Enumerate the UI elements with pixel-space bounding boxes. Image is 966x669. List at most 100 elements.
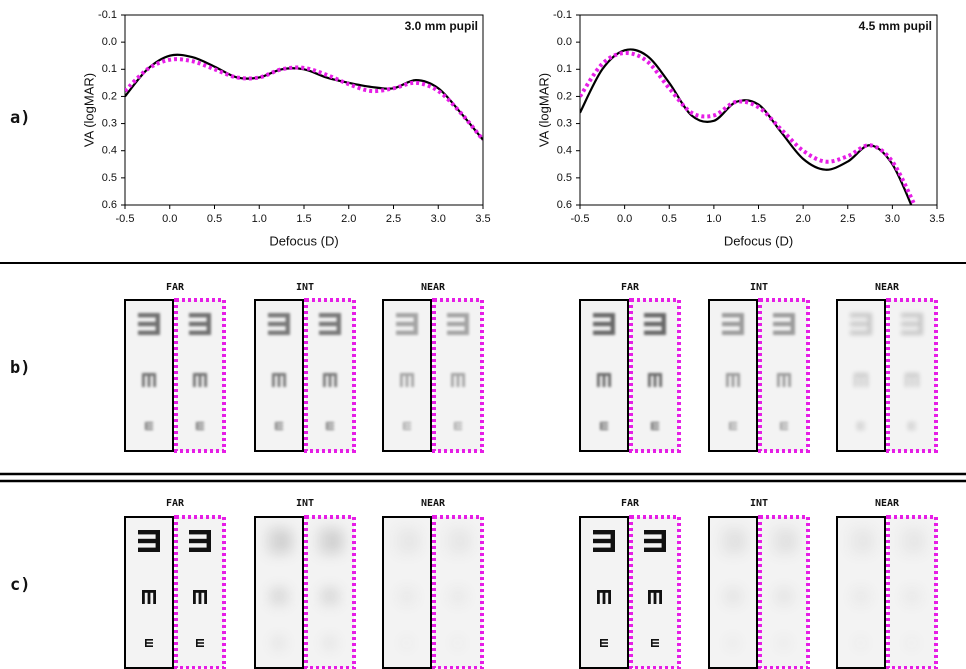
letter-stroke [908, 425, 916, 427]
plot-area [580, 49, 915, 213]
letter-stroke [593, 539, 615, 543]
letter-stroke [145, 428, 153, 430]
letter-stroke [204, 590, 207, 604]
x-tick-label: -0.5 [571, 213, 590, 225]
letter-stroke [780, 645, 788, 647]
letter-stroke [850, 322, 872, 326]
figure: a) b) c) -0.10.00.10.20.30.40.50.6-0.50.… [0, 0, 966, 669]
letter-stroke [608, 373, 611, 387]
image-group-title: NEAR [421, 282, 446, 293]
image-group-title: INT [750, 282, 768, 293]
letter-stroke [783, 373, 786, 387]
letter-stroke [196, 645, 204, 647]
annotation: 4.5 mm pupil [859, 19, 932, 33]
image-group-title: FAR [166, 498, 185, 509]
letter-stroke [651, 425, 659, 427]
letter-stroke [268, 313, 290, 317]
image-group-title: FAR [621, 282, 640, 293]
letter-stroke [773, 539, 795, 543]
letter-stroke [396, 539, 418, 543]
letter-stroke [196, 422, 204, 424]
letter-stroke [901, 548, 923, 552]
letter-stroke [189, 539, 211, 543]
y-tick-label: 0.2 [557, 90, 572, 102]
letter-stroke [329, 373, 332, 387]
letter-stroke [729, 645, 737, 647]
letter-stroke [651, 422, 659, 424]
x-tick-label: 3.0 [431, 213, 446, 225]
letter-stroke [648, 590, 651, 604]
panel-label: b) [10, 358, 30, 378]
letter-stroke [283, 373, 286, 387]
letter-stroke [138, 539, 160, 543]
letter-stroke [454, 422, 462, 424]
letter-stroke [406, 373, 409, 387]
letter-stroke [593, 530, 615, 534]
letter-stroke [600, 642, 608, 644]
x-axis-label: Defocus (D) [269, 233, 338, 248]
letter-stroke [857, 425, 865, 427]
letter-stroke [729, 428, 737, 430]
y-tick-label: 0.2 [102, 90, 117, 102]
letter-stroke [850, 331, 872, 335]
letter-stroke [860, 373, 863, 387]
letter-stroke [603, 590, 606, 604]
x-tick-label: 1.5 [751, 213, 766, 225]
letter-stroke [644, 539, 666, 543]
letter-stroke [334, 373, 337, 387]
x-tick-label: -0.5 [116, 213, 135, 225]
letter-stroke [722, 530, 744, 534]
letter-stroke [600, 422, 608, 424]
letter-stroke [275, 428, 283, 430]
letter-stroke [722, 548, 744, 552]
letter-stroke [593, 331, 615, 335]
letter-stroke [319, 530, 341, 534]
letter-stroke [199, 590, 202, 604]
letter-stroke [908, 642, 916, 644]
letter-stroke [196, 428, 204, 430]
letter-stroke [916, 373, 919, 387]
letter-stroke [334, 590, 337, 604]
letter-stroke [272, 373, 275, 387]
x-tick-label: 2.0 [341, 213, 356, 225]
panel-label: a) [10, 108, 30, 128]
letter-stroke [722, 539, 744, 543]
x-tick-label: 2.0 [795, 213, 810, 225]
letter-stroke [908, 639, 916, 641]
letter-stroke [454, 425, 462, 427]
letter-stroke [403, 425, 411, 427]
image-group-title: INT [750, 498, 768, 509]
letter-stroke [773, 313, 795, 317]
letter-stroke [454, 645, 462, 647]
y-tick-label: 0.4 [102, 145, 117, 157]
letter-stroke [138, 313, 160, 317]
image-group-title: NEAR [875, 498, 900, 509]
letter-stroke [462, 373, 465, 387]
letter-stroke [400, 373, 403, 387]
letter-stroke [329, 590, 332, 604]
letter-stroke [780, 425, 788, 427]
letter-stroke [189, 322, 211, 326]
letter-stroke [901, 539, 923, 543]
letter-stroke [319, 548, 341, 552]
letter-stroke [326, 639, 334, 641]
letter-stroke [780, 639, 788, 641]
y-tick-label: 0.3 [557, 117, 572, 129]
letter-stroke [722, 322, 744, 326]
letter-stroke [908, 645, 916, 647]
letter-stroke [865, 373, 868, 387]
letter-stroke [651, 428, 659, 430]
letter-stroke [457, 590, 460, 604]
letter-stroke [326, 422, 334, 424]
letter-stroke [400, 590, 403, 604]
letter-stroke [777, 373, 780, 387]
y-tick-label: -0.1 [553, 9, 572, 21]
letter-stroke [773, 331, 795, 335]
letter-stroke [447, 548, 469, 552]
letter-stroke [729, 639, 737, 641]
letter-stroke [908, 422, 916, 424]
image-group-title: INT [296, 282, 314, 293]
x-axis-label: Defocus (D) [724, 233, 793, 248]
letter-stroke [737, 373, 740, 387]
letter-stroke [854, 590, 857, 604]
